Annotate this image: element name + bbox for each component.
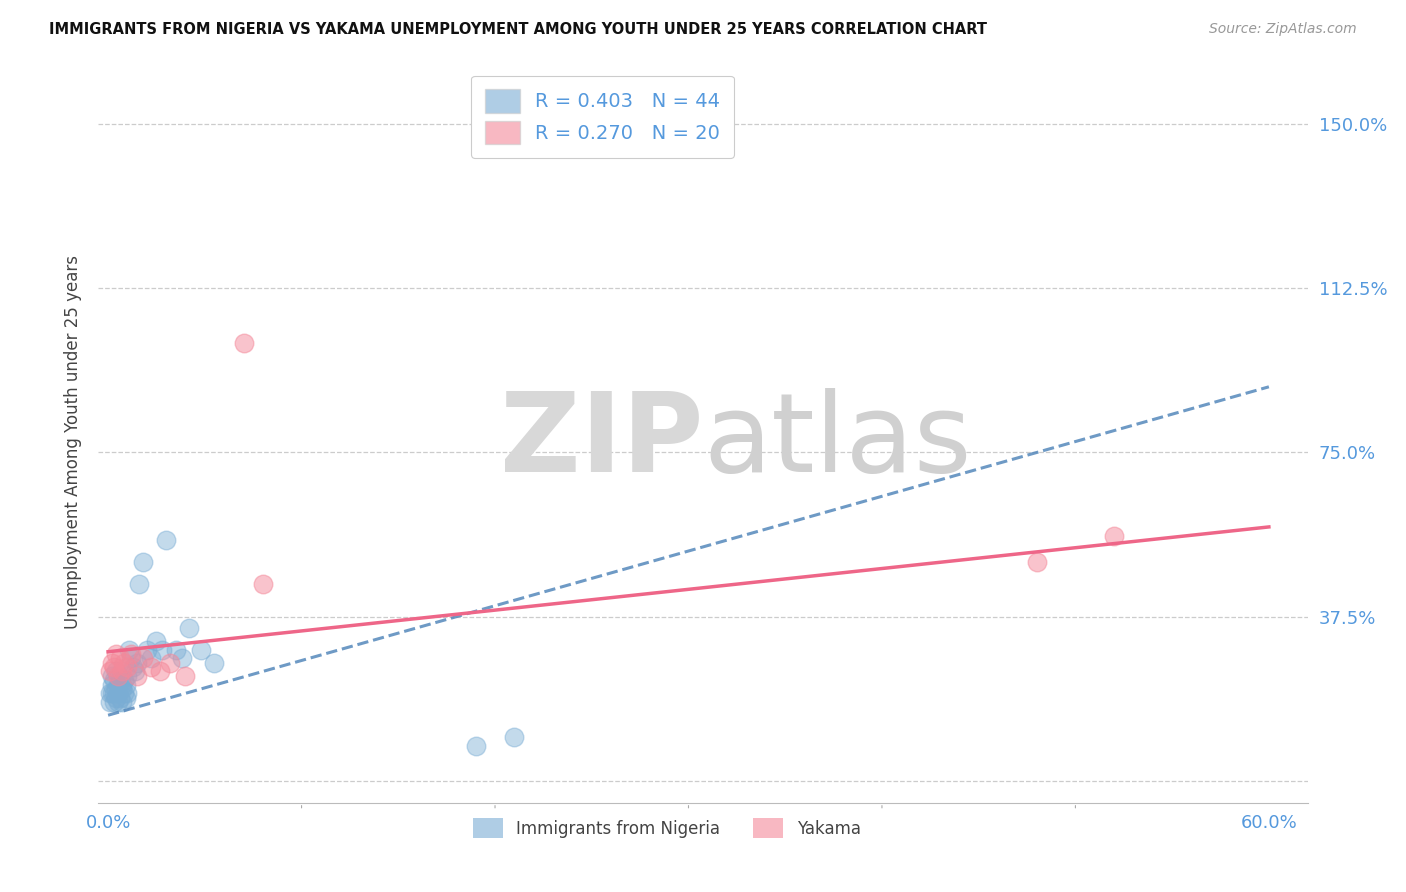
Point xyxy=(98,686,121,700)
Point xyxy=(127,656,149,670)
Point xyxy=(174,669,197,683)
Point xyxy=(103,686,125,700)
Point xyxy=(108,673,131,688)
Point xyxy=(107,669,129,683)
Point xyxy=(107,686,129,700)
Point xyxy=(101,686,124,700)
Point xyxy=(232,336,254,351)
Point xyxy=(128,577,150,591)
Point xyxy=(170,651,193,665)
Point xyxy=(165,642,187,657)
Point xyxy=(111,695,134,709)
Point xyxy=(101,677,124,691)
Point xyxy=(107,677,129,691)
Point xyxy=(104,690,127,705)
Point xyxy=(108,651,131,665)
Point xyxy=(149,665,172,679)
Point xyxy=(204,656,226,670)
Point xyxy=(503,730,526,744)
Point xyxy=(111,677,134,691)
Point xyxy=(122,660,145,674)
Point xyxy=(98,695,121,709)
Point xyxy=(179,621,201,635)
Point xyxy=(104,665,127,679)
Point xyxy=(103,695,125,709)
Point xyxy=(111,681,134,696)
Point xyxy=(150,642,173,657)
Text: Source: ZipAtlas.com: Source: ZipAtlas.com xyxy=(1209,22,1357,37)
Point xyxy=(252,577,274,591)
Point xyxy=(117,686,139,700)
Point xyxy=(1102,529,1125,543)
Point xyxy=(159,656,181,670)
Point xyxy=(101,669,124,683)
Text: atlas: atlas xyxy=(703,388,972,495)
Point xyxy=(124,665,146,679)
Point xyxy=(135,642,157,657)
Point xyxy=(139,651,162,665)
Point xyxy=(118,642,141,657)
Point xyxy=(127,669,149,683)
Point xyxy=(120,647,142,661)
Point xyxy=(108,690,131,705)
Point xyxy=(139,660,162,674)
Text: ZIP: ZIP xyxy=(499,388,703,495)
Point xyxy=(103,673,125,688)
Point xyxy=(104,681,127,696)
Point xyxy=(111,665,134,679)
Point xyxy=(145,633,167,648)
Point xyxy=(114,677,136,691)
Text: IMMIGRANTS FROM NIGERIA VS YAKAMA UNEMPLOYMENT AMONG YOUTH UNDER 25 YEARS CORREL: IMMIGRANTS FROM NIGERIA VS YAKAMA UNEMPL… xyxy=(49,22,987,37)
Point xyxy=(155,533,177,547)
Point xyxy=(112,686,135,700)
Point xyxy=(120,651,142,665)
Point xyxy=(117,669,139,683)
Point xyxy=(117,660,139,674)
Point xyxy=(103,660,125,674)
Point xyxy=(114,690,136,705)
Point xyxy=(107,695,129,709)
Point xyxy=(464,739,486,753)
Point xyxy=(104,647,127,661)
Point xyxy=(98,665,121,679)
Point xyxy=(190,642,212,657)
Legend: Immigrants from Nigeria, Yakama: Immigrants from Nigeria, Yakama xyxy=(465,812,868,845)
Point xyxy=(112,673,135,688)
Point xyxy=(1025,555,1047,569)
Point xyxy=(132,555,155,569)
Point xyxy=(132,651,155,665)
Y-axis label: Unemployment Among Youth under 25 years: Unemployment Among Youth under 25 years xyxy=(63,254,82,629)
Point xyxy=(101,656,124,670)
Point xyxy=(112,656,135,670)
